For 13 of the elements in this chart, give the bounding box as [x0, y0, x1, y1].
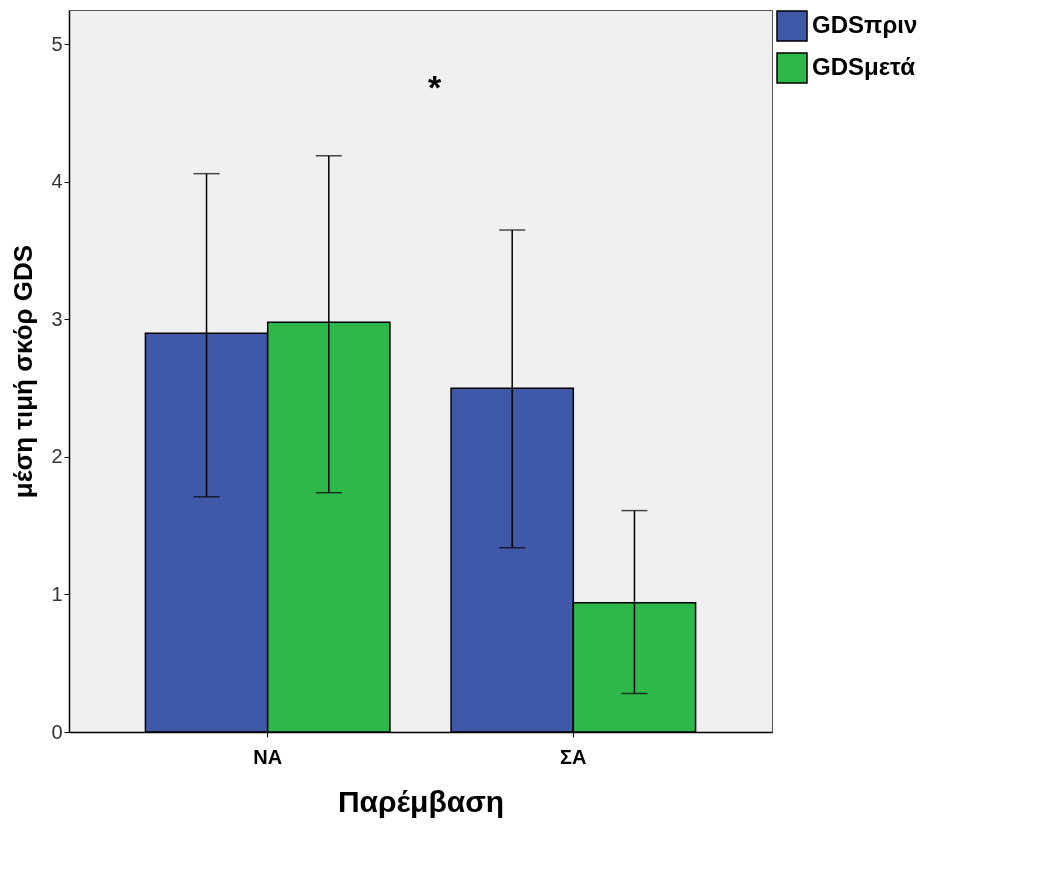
y-tick-label: 1 [51, 582, 63, 605]
annotation: * [427, 68, 442, 107]
x-tick-label: ΣΑ [560, 745, 587, 768]
legend-label: GDSμετά [812, 53, 916, 80]
x-tick-label: ΝΑ [253, 745, 283, 768]
legend-label: GDSπριν [812, 11, 918, 38]
x-axis-title: Παρέμβαση [337, 784, 505, 818]
y-tick-label: 3 [51, 307, 63, 330]
y-tick-label: 4 [51, 170, 63, 193]
y-axis-title: μέση τιμή σκόρ GDS [8, 244, 39, 499]
y-tick-label: 2 [51, 445, 63, 468]
y-tick-label: 5 [51, 32, 63, 55]
y-tick-label: 0 [51, 720, 63, 743]
